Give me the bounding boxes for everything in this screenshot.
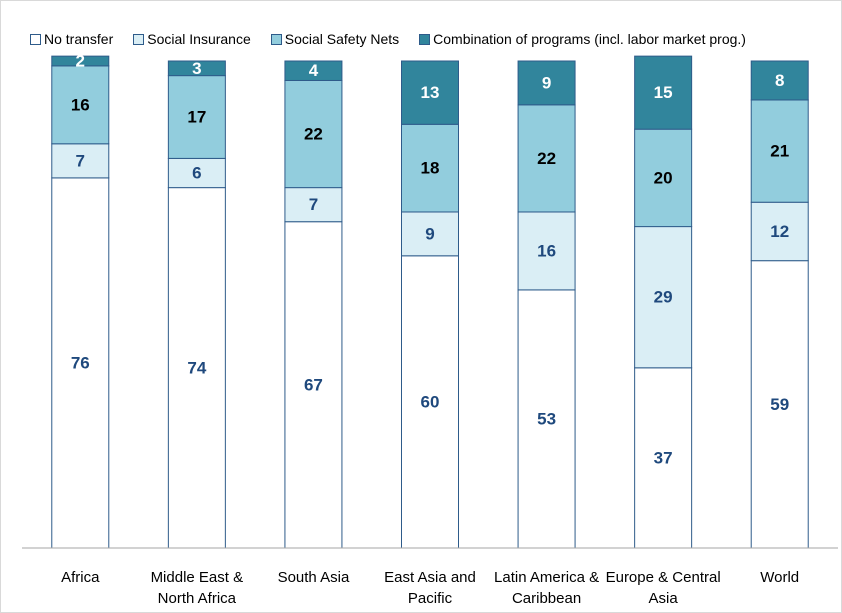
bar-segment: [517, 104, 576, 213]
value-label: 16: [71, 95, 90, 114]
bar-segment: [51, 55, 110, 67]
value-label: 18: [421, 159, 440, 178]
bar-segment: [750, 201, 809, 262]
legend-item: No transfer: [30, 31, 113, 47]
value-label: 8: [775, 71, 784, 90]
legend-label: Combination of programs (incl. labor mar…: [433, 31, 746, 47]
legend-label: Social Safety Nets: [284, 31, 400, 47]
legend-label: No transfer: [44, 31, 114, 47]
bar-segment: [750, 60, 809, 101]
value-label: 4: [309, 61, 319, 80]
value-label: 20: [654, 168, 673, 187]
bar-segment: [284, 79, 343, 189]
value-label: 76: [71, 353, 90, 372]
legend-label: Social Insurance: [147, 31, 251, 47]
value-label: 22: [537, 149, 556, 168]
bar-segment: [284, 187, 343, 223]
value-label: 60: [421, 392, 440, 411]
bar-segment: [634, 55, 693, 130]
legend-swatch: [419, 33, 431, 45]
value-label: 37: [654, 448, 673, 467]
bar-segment: [284, 221, 343, 549]
value-label: 7: [309, 195, 318, 214]
value-label: 9: [542, 73, 551, 92]
value-label: 17: [187, 107, 206, 126]
bar-segment: [517, 289, 576, 549]
bar-segment: [284, 60, 343, 81]
x-tick-label: Africa: [61, 569, 100, 586]
value-label: 22: [304, 125, 323, 144]
value-label: 59: [770, 395, 789, 414]
legend-swatch: [270, 33, 282, 45]
value-label: 16: [537, 241, 556, 260]
value-label: 21: [770, 142, 789, 161]
value-label: 2: [76, 51, 85, 70]
x-tick-label: East Asia and Pacific: [384, 569, 476, 607]
legend-item: Combination of programs (incl. labor mar…: [419, 31, 746, 47]
x-tick-label: South Asia: [277, 569, 350, 586]
bar-segment: [634, 367, 693, 549]
bar-segment: [750, 99, 809, 203]
bar-segment: [51, 177, 110, 549]
bar-segment: [750, 260, 809, 549]
legend-item: Social Insurance: [133, 31, 251, 47]
value-label: 7: [76, 151, 85, 170]
bar-segment: [167, 157, 226, 189]
value-label: 9: [425, 224, 434, 243]
value-label: 15: [654, 83, 673, 102]
value-label: 13: [421, 83, 440, 102]
value-label: 6: [192, 163, 201, 182]
x-tick-label: Europe & Central Asia: [605, 569, 721, 607]
bar-segment: [401, 211, 459, 257]
legend: No transfer Social Insurance Social Safety…: [30, 31, 746, 47]
legend-swatch: [30, 33, 41, 45]
value-label: 53: [537, 409, 556, 428]
value-label: 12: [770, 222, 789, 241]
x-tick-label: Middle East & North Africa: [150, 569, 244, 607]
bar-segment: [51, 65, 110, 145]
bar-segment: [517, 60, 576, 106]
bar-segment: [517, 211, 576, 291]
value-label: 3: [192, 59, 201, 78]
x-tick-label: Latin America & Caribbean: [494, 569, 600, 607]
value-label: 74: [187, 358, 206, 377]
bar-segment: [167, 60, 226, 77]
legend-item: Social Safety Nets: [270, 31, 400, 47]
bar-segment: [401, 123, 459, 213]
x-tick-label: World: [760, 569, 800, 586]
value-label: 29: [654, 288, 673, 307]
bar-segment: [167, 75, 226, 159]
legend-swatch: [133, 33, 145, 45]
bar-segment: [401, 60, 459, 125]
bar-segment: [401, 255, 459, 549]
value-label: 67: [304, 375, 323, 394]
bar-segment: [634, 128, 693, 228]
bar-segment: [634, 226, 693, 369]
